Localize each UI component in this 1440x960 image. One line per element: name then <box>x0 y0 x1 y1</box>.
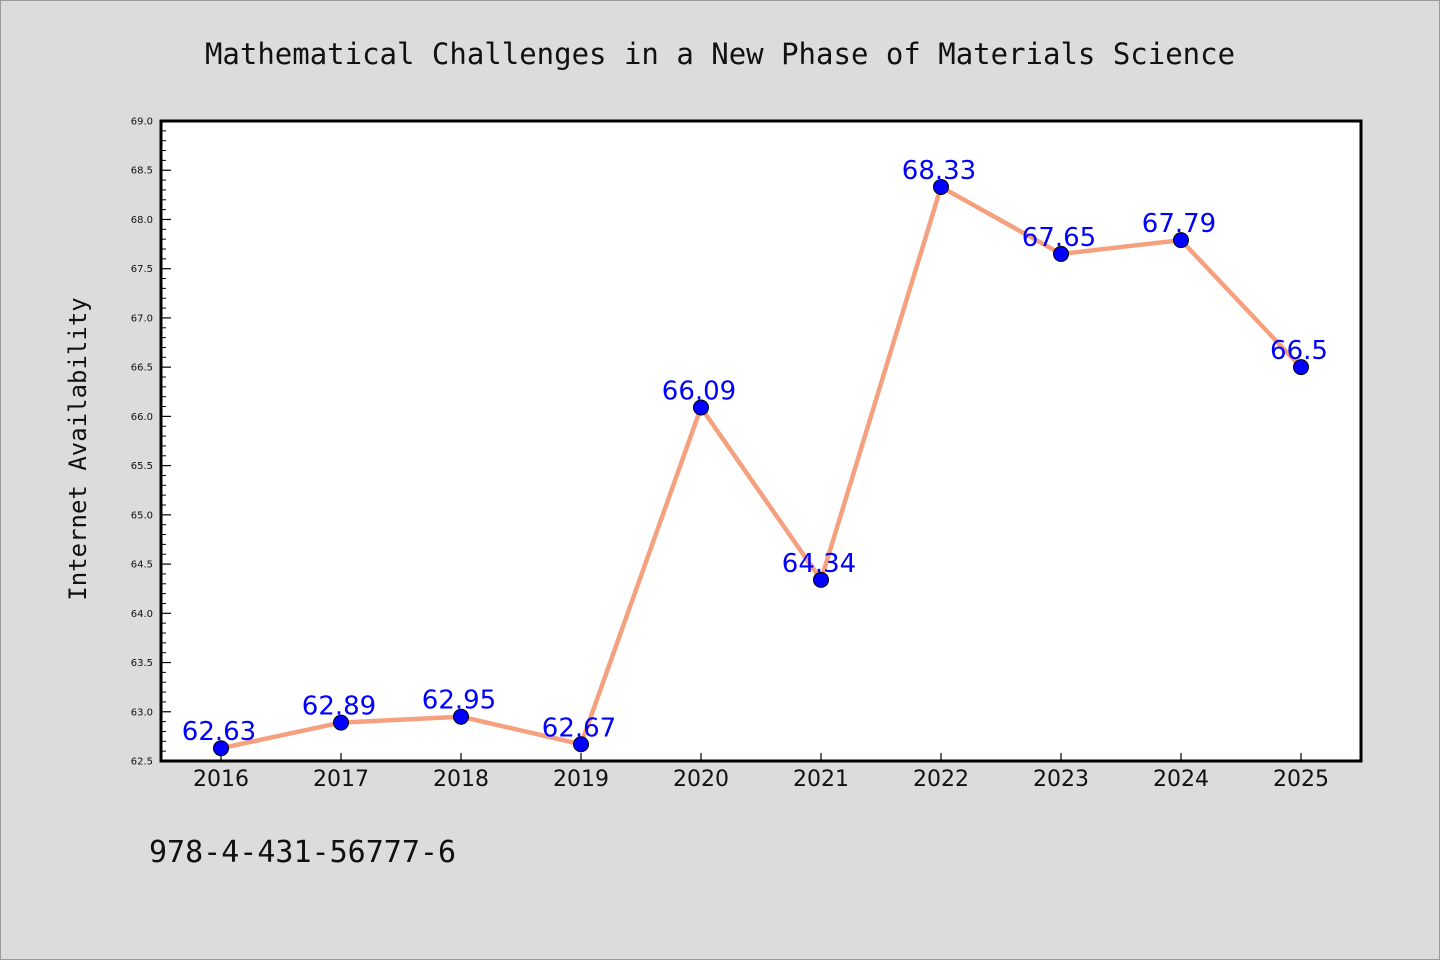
y-tick-label: 67.5 <box>131 264 153 275</box>
y-tick-label: 64.0 <box>131 609 153 620</box>
y-axis: 62.5 63.0 63.5 64.0 64.5 65.0 65.5 66.0 66.5 67.0… <box>131 117 171 768</box>
y-tick-label: 66.0 <box>131 412 153 423</box>
data-label: 68.33 <box>902 156 976 186</box>
y-tick-label: 67.0 <box>131 313 153 324</box>
x-tick-label: 2023 <box>1033 767 1089 792</box>
data-label: 62.67 <box>542 713 616 743</box>
x-tick-label: 2022 <box>913 767 969 792</box>
y-axis-label: Internet Availability <box>64 297 92 600</box>
y-tick-label: 69.0 <box>131 117 153 128</box>
data-label: 62.89 <box>302 692 376 722</box>
data-point <box>813 571 829 588</box>
data-point <box>573 736 589 753</box>
data-point <box>453 708 469 725</box>
data-point <box>213 740 229 757</box>
data-label: 66.09 <box>662 377 736 407</box>
x-tick-label: 2018 <box>433 767 489 792</box>
data-point <box>1053 245 1069 262</box>
data-point <box>933 178 949 195</box>
chart-title: Mathematical Challenges in a New Phase o… <box>205 37 1235 71</box>
y-tick-label: 65.0 <box>131 510 153 521</box>
y-tick-label: 65.5 <box>131 461 153 472</box>
data-label: 62.63 <box>182 717 256 747</box>
y-tick-label: 63.5 <box>131 658 153 669</box>
x-tick-label: 2017 <box>313 767 369 792</box>
data-label: 64.34 <box>782 549 856 579</box>
data-label: 67.65 <box>1022 223 1096 253</box>
x-tick-label: 2021 <box>793 767 849 792</box>
y-tick-label: 66.5 <box>131 363 153 374</box>
x-tick-label: 2025 <box>1273 767 1329 792</box>
x-tick-label: 2016 <box>193 767 249 792</box>
x-tick-label: 2019 <box>553 767 609 792</box>
isbn-text: 978-4-431-56777-6 <box>149 835 457 870</box>
markers-layer <box>213 178 1309 757</box>
y-tick-label: 63.0 <box>131 707 153 718</box>
data-point <box>333 714 349 731</box>
data-point <box>1173 232 1189 249</box>
labels-layer: 62.63 62.89 62.95 62.67 66.09 64.34 68.33 67.65… <box>182 156 1328 747</box>
y-tick-label: 64.5 <box>131 560 153 571</box>
x-axis: 2016 2017 2018 2019 2020 2021 2022 2023 2024 2025 <box>193 753 1329 792</box>
data-point <box>1293 359 1309 376</box>
data-point <box>693 399 709 416</box>
x-tick-label: 2020 <box>673 767 729 792</box>
y-tick-label: 68.5 <box>131 166 153 177</box>
data-label: 67.79 <box>1142 209 1216 239</box>
series-layer <box>218 184 1304 751</box>
data-label: 66.5 <box>1270 336 1328 366</box>
y-tick-label: 68.0 <box>131 215 153 226</box>
x-tick-label: 2024 <box>1153 767 1209 792</box>
y-tick-label: 62.5 <box>131 757 153 768</box>
data-label: 62.95 <box>422 686 496 716</box>
series-line <box>218 184 1304 751</box>
plot-area <box>159 119 1363 763</box>
